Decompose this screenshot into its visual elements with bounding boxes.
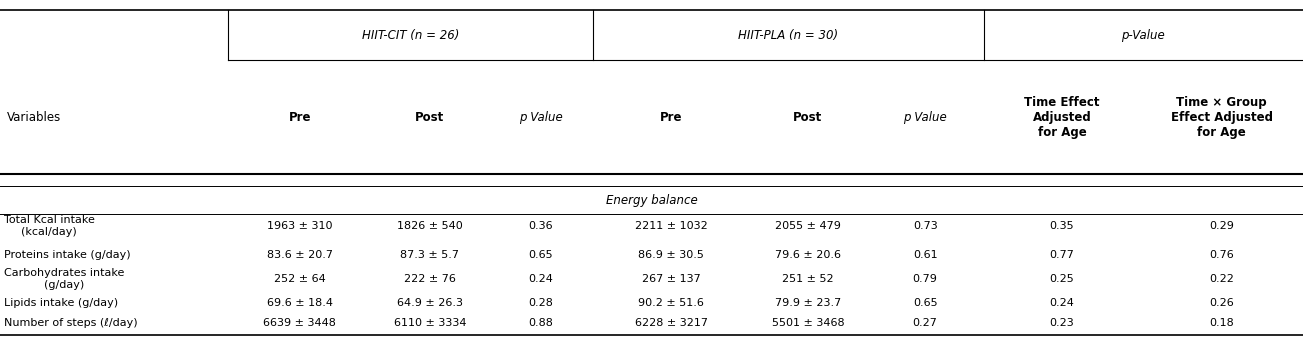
Text: 90.2 ± 51.6: 90.2 ± 51.6 xyxy=(638,298,704,308)
Text: 0.77: 0.77 xyxy=(1049,250,1075,260)
Text: 6110 ± 3334: 6110 ± 3334 xyxy=(394,318,466,328)
Text: 0.27: 0.27 xyxy=(912,318,938,328)
Text: 0.24: 0.24 xyxy=(528,274,554,284)
Text: Carbohydrates intake
(g/day): Carbohydrates intake (g/day) xyxy=(4,268,124,290)
Text: 69.6 ± 18.4: 69.6 ± 18.4 xyxy=(267,298,332,308)
Text: 0.88: 0.88 xyxy=(528,318,554,328)
Text: 0.22: 0.22 xyxy=(1209,274,1234,284)
Text: 267 ± 137: 267 ± 137 xyxy=(641,274,701,284)
Text: 0.24: 0.24 xyxy=(1049,298,1075,308)
Text: HIIT-PLA (n = 30): HIIT-PLA (n = 30) xyxy=(739,28,838,42)
Text: 0.65: 0.65 xyxy=(529,250,552,260)
Text: Time Effect
Adjusted
for Age: Time Effect Adjusted for Age xyxy=(1024,96,1100,139)
Text: 79.6 ± 20.6: 79.6 ± 20.6 xyxy=(775,250,840,260)
Text: 0.76: 0.76 xyxy=(1209,250,1234,260)
Text: 0.18: 0.18 xyxy=(1209,318,1234,328)
Text: 0.35: 0.35 xyxy=(1050,221,1074,231)
Text: Lipids intake (g/day): Lipids intake (g/day) xyxy=(4,298,119,308)
Text: Number of steps (ℓ/day): Number of steps (ℓ/day) xyxy=(4,318,138,328)
Text: 222 ± 76: 222 ± 76 xyxy=(404,274,456,284)
Text: 0.29: 0.29 xyxy=(1209,221,1234,231)
Text: 86.9 ± 30.5: 86.9 ± 30.5 xyxy=(638,250,704,260)
Text: Time × Group
Effect Adjusted
for Age: Time × Group Effect Adjusted for Age xyxy=(1170,96,1273,139)
Text: 2055 ± 479: 2055 ± 479 xyxy=(775,221,840,231)
Text: 87.3 ± 5.7: 87.3 ± 5.7 xyxy=(400,250,460,260)
Text: Pre: Pre xyxy=(659,110,683,124)
Text: Variables: Variables xyxy=(7,110,61,124)
Text: p Value: p Value xyxy=(519,110,563,124)
Text: 251 ± 52: 251 ± 52 xyxy=(782,274,834,284)
Text: 0.25: 0.25 xyxy=(1050,274,1074,284)
Text: p-Value: p-Value xyxy=(1122,28,1165,42)
Text: 1963 ± 310: 1963 ± 310 xyxy=(267,221,332,231)
Text: Total Kcal intake
(kcal/day): Total Kcal intake (kcal/day) xyxy=(4,215,95,237)
Text: 0.79: 0.79 xyxy=(912,274,938,284)
Text: Proteins intake (g/day): Proteins intake (g/day) xyxy=(4,250,130,260)
Text: Post: Post xyxy=(416,110,444,124)
Text: 0.73: 0.73 xyxy=(913,221,937,231)
Text: 6639 ± 3448: 6639 ± 3448 xyxy=(263,318,336,328)
Text: 64.9 ± 26.3: 64.9 ± 26.3 xyxy=(397,298,463,308)
Text: Post: Post xyxy=(794,110,822,124)
Text: 252 ± 64: 252 ± 64 xyxy=(274,274,326,284)
Text: 0.23: 0.23 xyxy=(1050,318,1074,328)
Text: 79.9 ± 23.7: 79.9 ± 23.7 xyxy=(775,298,840,308)
Text: 0.26: 0.26 xyxy=(1209,298,1234,308)
Text: Energy balance: Energy balance xyxy=(606,194,697,207)
Text: HIIT-CIT (n = 26): HIIT-CIT (n = 26) xyxy=(362,28,459,42)
Text: Pre: Pre xyxy=(288,110,311,124)
Text: 1826 ± 540: 1826 ± 540 xyxy=(397,221,463,231)
Text: 2211 ± 1032: 2211 ± 1032 xyxy=(635,221,708,231)
Text: 0.36: 0.36 xyxy=(529,221,552,231)
Text: 6228 ± 3217: 6228 ± 3217 xyxy=(635,318,708,328)
Text: 0.28: 0.28 xyxy=(528,298,554,308)
Text: 5501 ± 3468: 5501 ± 3468 xyxy=(771,318,844,328)
Text: p Value: p Value xyxy=(903,110,947,124)
Text: 0.65: 0.65 xyxy=(913,298,937,308)
Text: 83.6 ± 20.7: 83.6 ± 20.7 xyxy=(267,250,332,260)
Text: 0.61: 0.61 xyxy=(913,250,937,260)
